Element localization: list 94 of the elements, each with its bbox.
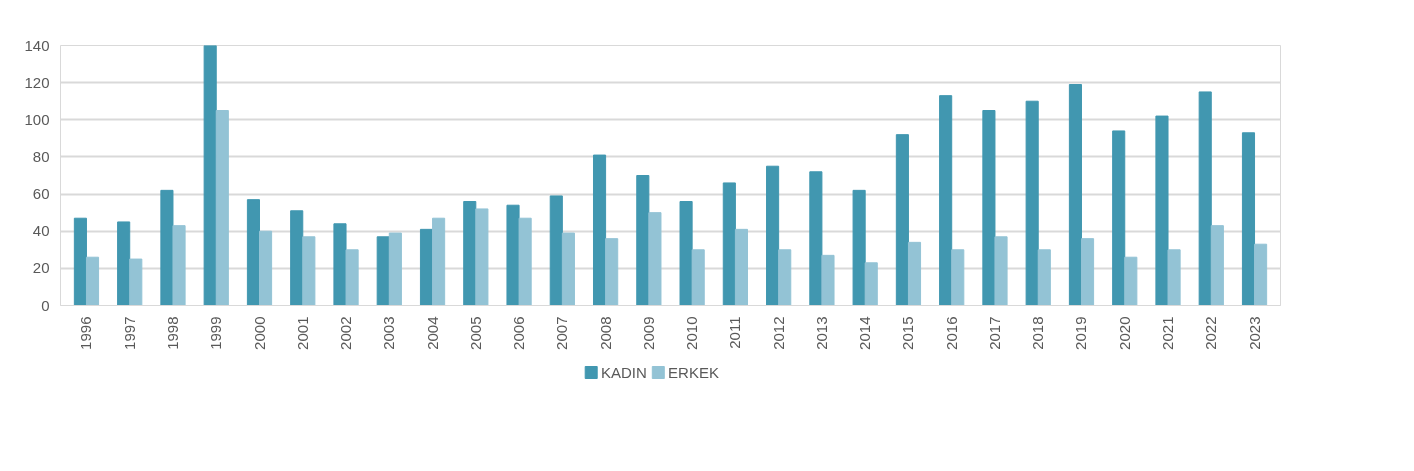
bar [475,208,489,306]
bar [463,201,477,306]
bar [73,217,87,306]
bar [506,204,520,306]
bar [518,217,532,306]
bar [172,225,186,306]
bar [1124,256,1138,306]
bar [636,175,650,306]
bar [592,154,607,306]
bar [302,236,316,306]
x-tick-label: 2016 [942,316,960,350]
x-tick-label: 2021 [1159,316,1177,350]
bar [388,232,402,306]
x-tick-label: 2013 [812,316,830,350]
x-tick-label: 2012 [769,316,787,350]
bar [734,228,749,306]
bar [778,249,792,306]
y-tick-label: 20 [32,259,50,277]
x-tick-label: 2010 [683,316,701,350]
y-tick-label: 0 [41,296,50,314]
legend-label: KADIN [600,364,647,381]
y-tick-label: 140 [24,36,50,54]
bar [246,199,261,306]
x-tick-label: 2000 [250,316,268,350]
bar [939,95,953,306]
bar [1241,132,1256,306]
y-tick-label: 100 [24,110,50,128]
x-tick-label: 2017 [985,316,1003,350]
bar [259,230,273,306]
bar [1037,249,1051,306]
bar [160,189,174,306]
y-tick-label: 80 [32,147,50,165]
legend-label: ERKEK [668,364,719,381]
x-tick-label: 2001 [293,316,311,350]
bar [333,223,347,306]
bar [1155,115,1169,306]
bar [432,217,446,306]
x-tick-label: 2020 [1115,316,1133,350]
bar [821,254,835,306]
bar [290,210,304,306]
bar [895,134,909,306]
bar [85,256,100,306]
x-tick-label: 2019 [1072,316,1090,350]
y-tick-label: 120 [24,73,50,91]
bar [907,241,922,306]
bar [679,201,693,306]
x-tick-label: 1999 [207,316,225,350]
bar [1198,91,1212,306]
bar [561,232,575,306]
bar [376,236,390,306]
x-tick-label: 2022 [1202,316,1220,350]
x-tick-label: 1997 [120,316,138,350]
bar [549,195,563,306]
bar [648,212,662,306]
x-tick-label: 2007 [553,316,571,350]
x-tick-label: 1996 [77,316,95,350]
bar [809,171,823,306]
y-tick-label: 40 [32,222,50,240]
bar [722,182,736,306]
x-tick-label: 2006 [510,316,528,350]
bar [1254,243,1268,306]
bar [864,262,878,306]
bar [982,110,996,306]
x-tick-label: 2005 [466,316,484,350]
bar [419,228,434,306]
bar [1068,84,1082,306]
bar [129,258,143,306]
x-tick-label: 2018 [1029,316,1047,350]
x-tick-label: 2008 [596,316,614,350]
x-tick-label: 2004 [423,316,441,350]
y-tick-label: 60 [32,185,50,203]
bar [215,110,229,306]
bar [117,221,131,306]
x-tick-label: 2009 [639,316,657,350]
bar [1080,238,1095,306]
x-tick-label: 2002 [337,316,355,350]
bar [852,189,866,306]
bar [994,236,1008,306]
x-tick-label: 2003 [380,316,398,350]
x-tick-label: 2023 [1245,316,1263,350]
bar [1112,130,1126,306]
bar [766,165,780,306]
bar [203,45,217,306]
x-tick-label: 2014 [856,316,874,350]
bar [345,249,359,306]
bar [691,249,705,306]
bar [1025,100,1039,306]
x-tick-label: 1998 [163,316,181,350]
bar [1210,225,1224,306]
bar [951,249,965,306]
x-tick-label: 2015 [899,316,917,350]
x-tick-label: 2011 [726,316,744,349]
bar [605,238,619,306]
bar [1167,249,1181,306]
